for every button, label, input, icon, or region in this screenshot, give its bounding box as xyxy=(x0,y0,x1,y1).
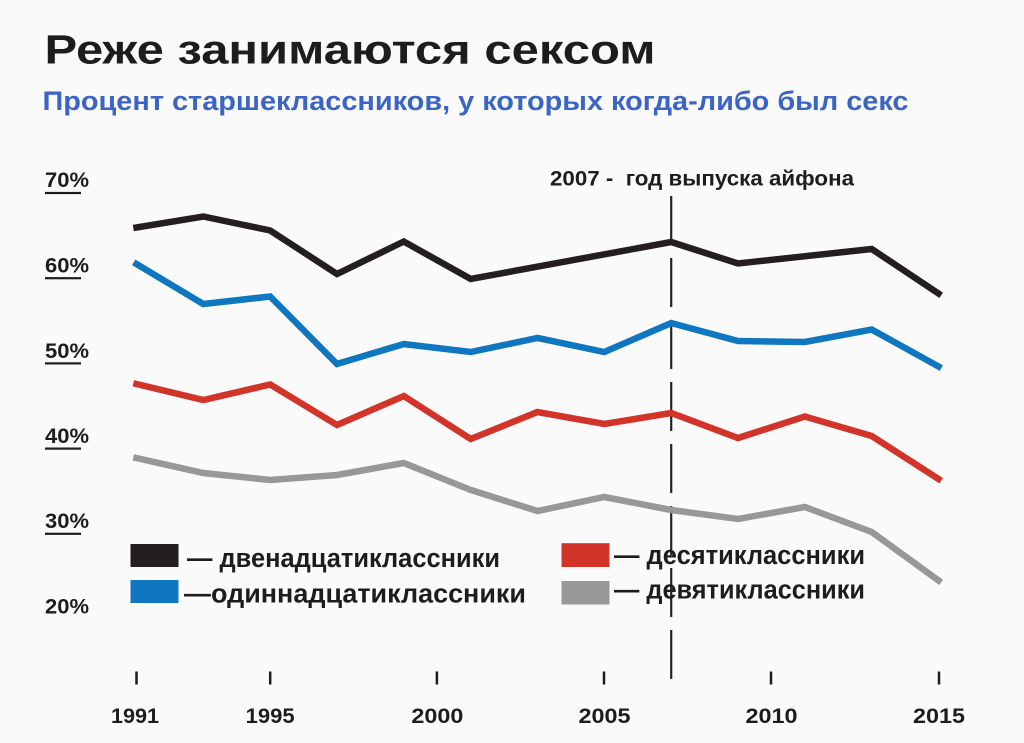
svg-text:2010: 2010 xyxy=(746,705,798,728)
svg-text:Реже занимаются сексом: Реже занимаются сексом xyxy=(45,27,656,73)
svg-text:— двенадцатиклассники: — двенадцатиклассники xyxy=(187,543,500,573)
svg-text:Процент старшеклассников, у ко: Процент старшеклассников, у которых когд… xyxy=(43,86,909,116)
svg-text:2015: 2015 xyxy=(913,705,965,728)
svg-text:— девятиклассники: — девятиклассники xyxy=(614,574,865,604)
svg-text:40%: 40% xyxy=(45,425,89,448)
svg-text:70%: 70% xyxy=(45,169,89,192)
svg-text:2000: 2000 xyxy=(411,705,463,728)
svg-text:1995: 1995 xyxy=(246,705,295,728)
svg-text:30%: 30% xyxy=(45,510,89,533)
svg-text:2007 - год выпуска айфона: 2007 - год выпуска айфона xyxy=(550,168,854,191)
svg-text:50%: 50% xyxy=(45,340,89,363)
svg-text:20%: 20% xyxy=(45,595,89,618)
svg-text:60%: 60% xyxy=(45,255,89,278)
svg-text:— десятиклассники: — десятиклассники xyxy=(614,540,865,570)
svg-text:2005: 2005 xyxy=(579,705,631,728)
svg-text:—одиннадцатиклассники: —одиннадцатиклассники xyxy=(184,579,526,609)
svg-text:1991: 1991 xyxy=(111,705,159,728)
